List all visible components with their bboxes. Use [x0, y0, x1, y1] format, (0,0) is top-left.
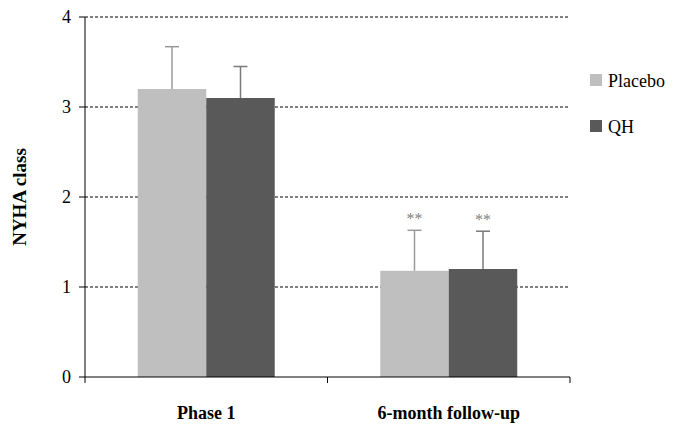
- error-bar: [476, 231, 490, 269]
- error-stem: [414, 230, 416, 270]
- error-stem: [240, 67, 242, 99]
- bar: [206, 98, 275, 377]
- legend-label: Placebo: [608, 71, 665, 91]
- legend-label: QH: [608, 117, 634, 137]
- y-tick-label: 4: [62, 7, 71, 27]
- y-tick: [79, 377, 85, 378]
- error-cap: [234, 66, 248, 68]
- error-cap: [408, 230, 422, 232]
- annotations: ** **: [407, 210, 492, 228]
- error-bar: [234, 67, 248, 99]
- x-tick-label: Phase 1: [177, 403, 236, 423]
- bars: [138, 47, 518, 377]
- bar: [138, 89, 207, 377]
- y-tick-label: 0: [62, 367, 71, 387]
- bar: [449, 269, 518, 377]
- y-tick: [79, 197, 85, 198]
- error-stem: [171, 47, 173, 89]
- y-axis-label: NYHA class: [9, 148, 30, 246]
- y-tick-label: 1: [62, 277, 71, 297]
- legend-swatch: [590, 120, 602, 132]
- x-tick: [570, 377, 571, 383]
- chart-container: 0 1 2 3 4 NYHA class ** ** Phase 1 6-month follow…: [0, 0, 687, 437]
- error-cap: [165, 46, 179, 48]
- significance-label: **: [407, 210, 423, 227]
- y-tick-label: 3: [62, 97, 71, 117]
- error-bar: [408, 230, 422, 270]
- y-tick: [79, 17, 85, 18]
- y-tick: [79, 287, 85, 288]
- x-tick: [85, 377, 86, 383]
- y-tick-label: 2: [62, 187, 71, 207]
- significance-label: **: [475, 211, 491, 228]
- error-cap: [476, 230, 490, 232]
- x-tick-label: 6-month follow-up: [377, 403, 520, 423]
- y-tick: [79, 107, 85, 108]
- legend-swatch: [590, 74, 602, 86]
- grid-line: [85, 17, 570, 18]
- chart-svg: 0 1 2 3 4 NYHA class ** ** Phase 1 6-month follow…: [0, 0, 687, 437]
- error-bar: [165, 47, 179, 89]
- bar: [380, 271, 449, 377]
- x-tick: [327, 377, 328, 383]
- y-axis: [85, 17, 86, 377]
- error-stem: [482, 231, 484, 269]
